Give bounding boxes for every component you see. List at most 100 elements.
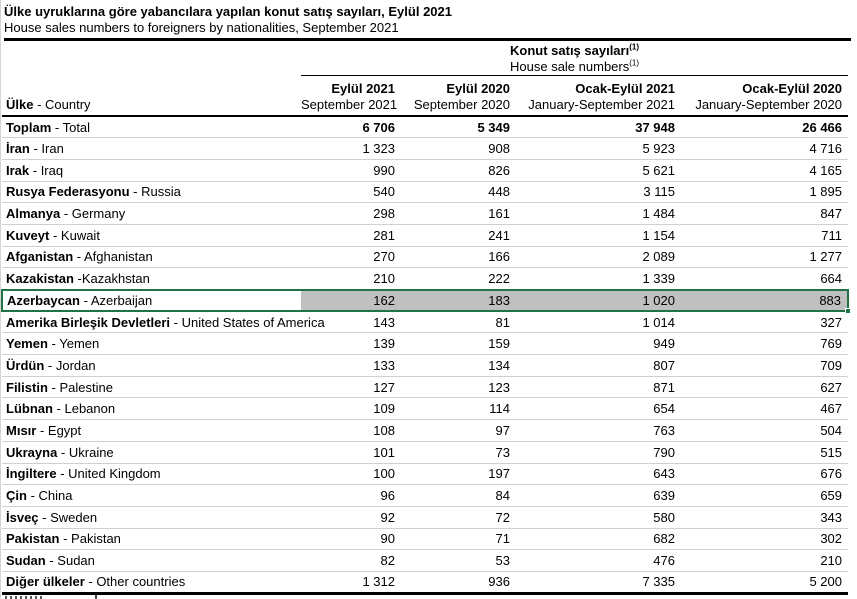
country-cell[interactable]: Amerika Birleşik Devletleri - United Sta… [2,311,325,334]
country-cell[interactable]: İngiltere - United Kingdom [2,463,301,486]
value-cell[interactable]: 580 [516,506,681,529]
value-cell[interactable]: 281 [301,224,401,247]
col-header-sep2021-en[interactable]: September 2021 [301,97,401,117]
value-cell[interactable]: 682 [516,528,681,551]
value-cell[interactable]: 161 [401,202,516,225]
value-cell[interactable]: 664 [681,267,849,290]
country-cell[interactable]: Rusya Federasyonu - Russia [2,181,301,204]
country-cell[interactable]: Lübnan - Lebanon [2,397,301,421]
value-cell[interactable]: 302 [681,528,849,551]
value-cell[interactable]: 159 [401,332,516,356]
value-cell[interactable]: 100 [301,463,401,486]
value-cell[interactable]: 96 [301,484,401,507]
country-cell[interactable]: Yemen - Yemen [2,332,301,356]
value-cell[interactable]: 627 [681,376,849,399]
value-cell[interactable]: 5 621 [516,159,681,182]
country-cell[interactable]: Afganistan - Afghanistan [2,246,301,269]
country-cell[interactable]: Mısır - Egypt [2,419,301,442]
value-cell[interactable]: 327 [681,311,849,334]
value-cell[interactable]: 871 [516,376,681,399]
value-cell[interactable]: 908 [401,137,516,160]
value-cell[interactable]: 676 [681,463,849,486]
value-cell[interactable]: 711 [681,224,849,247]
value-cell[interactable]: 134 [401,354,516,377]
col-header-jansep2020-en[interactable]: January-September 2020 [681,97,849,117]
country-cell[interactable]: Çin - China [2,484,301,507]
value-cell[interactable]: 73 [401,441,516,464]
value-cell[interactable]: 790 [516,441,681,464]
country-cell[interactable]: Ürdün - Jordan [2,354,301,377]
value-cell[interactable]: 1 277 [681,246,849,269]
col-header-sep2020-en[interactable]: September 2020 [401,97,516,117]
value-cell[interactable]: 639 [516,484,681,507]
row-header-label[interactable]: Ülke - Country [2,97,301,117]
value-cell[interactable]: 476 [516,549,681,572]
value-cell[interactable]: 166 [401,246,516,269]
value-cell[interactable]: 807 [516,354,681,377]
value-cell[interactable]: 1 154 [516,224,681,247]
value-cell[interactable]: 4 165 [681,159,849,182]
value-cell[interactable]: 769 [681,332,849,356]
value-cell[interactable]: 709 [681,354,849,377]
country-cell[interactable]: Sudan - Sudan [2,549,301,572]
value-cell[interactable]: 210 [681,549,849,572]
country-cell[interactable]: İran - Iran [2,137,301,160]
value-cell[interactable]: 659 [681,484,849,507]
value-cell[interactable]: 4 716 [681,137,849,160]
country-cell[interactable]: Almanya - Germany [2,202,301,225]
col-header-sep2020-tr[interactable]: Eylül 2020 [446,81,510,96]
value-cell[interactable]: 90 [301,528,401,551]
value-cell[interactable]: 643 [516,463,681,486]
country-cell[interactable]: Diğer ülkeler - Other countries [2,571,301,595]
value-cell[interactable]: 467 [681,397,849,421]
value-cell[interactable]: 210 [301,267,401,290]
value-cell[interactable]: 7 335 [516,571,681,595]
country-cell[interactable]: Filistin - Palestine [2,376,301,399]
value-cell[interactable]: 763 [516,419,681,442]
value-cell[interactable]: 197 [401,463,516,486]
value-cell[interactable]: 515 [681,441,849,464]
value-cell[interactable]: 84 [401,484,516,507]
value-cell[interactable]: 183 [401,288,516,313]
value-cell[interactable]: 270 [301,246,401,269]
value-cell[interactable]: 5 200 [681,571,849,595]
value-cell[interactable]: 101 [301,441,401,464]
value-cell[interactable]: 3 115 [516,181,681,204]
value-cell[interactable]: 222 [401,267,516,290]
value-cell[interactable]: 162 [301,288,401,313]
value-cell[interactable]: 26 466 [681,116,849,139]
value-cell[interactable]: 37 948 [516,116,681,139]
value-cell[interactable]: 1 339 [516,267,681,290]
value-cell[interactable]: 241 [401,224,516,247]
col-header-jansep2021-en[interactable]: January-September 2021 [516,97,681,117]
value-cell[interactable]: 114 [401,397,516,421]
value-cell[interactable]: 298 [301,202,401,225]
value-cell[interactable]: 97 [401,419,516,442]
value-cell[interactable]: 1 312 [301,571,401,595]
country-cell[interactable]: Ukrayna - Ukraine [2,441,301,464]
country-cell[interactable]: İsveç - Sweden [2,506,301,529]
value-cell[interactable]: 81 [401,311,516,334]
selection-fill-handle[interactable] [845,308,852,315]
value-cell[interactable]: 139 [301,332,401,356]
value-cell[interactable]: 1 323 [301,137,401,160]
value-cell[interactable]: 1 020 [516,288,681,313]
value-cell[interactable]: 448 [401,181,516,204]
country-cell[interactable]: Irak - Iraq [2,159,301,182]
value-cell[interactable]: 109 [301,397,401,421]
value-cell[interactable]: 5 349 [401,116,516,139]
value-cell[interactable]: 143 [301,311,401,334]
country-cell[interactable]: Toplam - Total [2,116,301,139]
value-cell[interactable]: 53 [401,549,516,572]
col-header-jansep2020-tr[interactable]: Ocak-Eylül 2020 [742,81,843,96]
value-cell[interactable]: 1 014 [516,311,681,334]
value-cell[interactable]: 990 [301,159,401,182]
value-cell[interactable]: 127 [301,376,401,399]
value-cell[interactable]: 654 [516,397,681,421]
value-cell[interactable]: 5 923 [516,137,681,160]
country-cell[interactable]: Kazakistan -Kazakhstan [2,267,301,290]
value-cell[interactable]: 82 [301,549,401,572]
value-cell[interactable]: 123 [401,376,516,399]
value-cell[interactable]: 883 [681,288,852,315]
value-cell[interactable]: 108 [301,419,401,442]
